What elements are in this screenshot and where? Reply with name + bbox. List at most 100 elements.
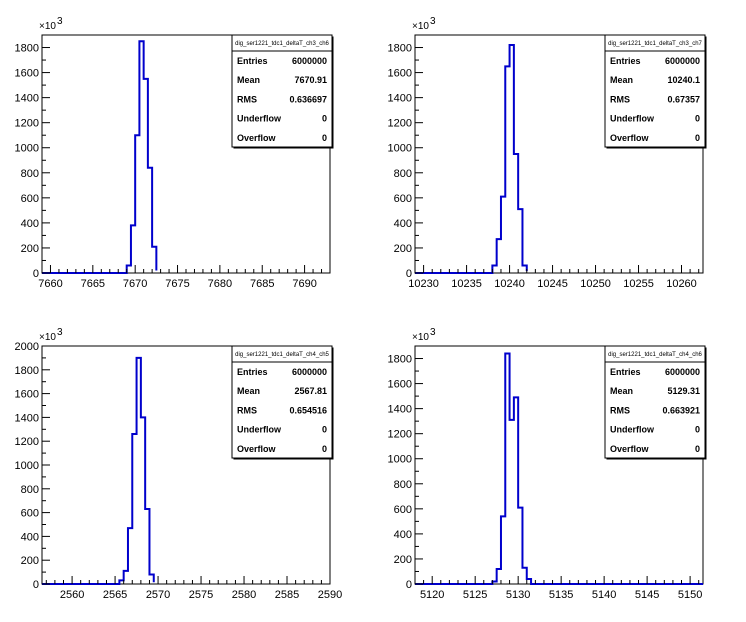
y-axis-exponent-power: 3 — [57, 327, 63, 338]
y-tick-label: 1000 — [388, 454, 412, 466]
stats-label: Entries — [237, 367, 268, 377]
stats-value: 6000000 — [292, 367, 327, 377]
stats-box-title: dig_ser1221_tdc1_deltaT_ch4_ch6 — [608, 352, 702, 358]
histogram-line — [42, 356, 155, 585]
stats-label: Overflow — [237, 444, 277, 454]
x-tick-label: 10260 — [666, 278, 697, 290]
histogram-line — [415, 44, 528, 274]
x-tick-label: 10230 — [408, 278, 439, 290]
y-tick-label: 1400 — [388, 93, 412, 105]
x-tick-label: 5150 — [678, 589, 702, 601]
y-tick-label: 400 — [21, 218, 39, 230]
stats-value: 7670.91 — [294, 75, 327, 85]
y-tick-label: 1800 — [15, 365, 39, 377]
y-tick-label: 1000 — [15, 460, 39, 472]
y-tick-label: 1000 — [15, 143, 39, 155]
y-axis-exponent: ×10 — [39, 21, 56, 32]
stats-label: Underflow — [610, 114, 655, 124]
stats-value: 0 — [695, 114, 700, 124]
y-tick-label: 2000 — [15, 341, 39, 353]
y-tick-label: 1200 — [15, 436, 39, 448]
x-tick-label: 5125 — [463, 589, 487, 601]
stats-label: RMS — [237, 94, 257, 104]
y-axis-exponent-power: 3 — [57, 16, 63, 27]
x-tick-label: 2570 — [146, 589, 170, 601]
y-axis-exponent: ×10 — [412, 21, 429, 32]
y-axis-exponent-power: 3 — [430, 327, 436, 338]
histogram-pad-ch3-ch7: 10230 10235 10240 10245 10250 10255 10260 0 200 4… — [373, 0, 746, 311]
stats-value: 0 — [322, 444, 327, 454]
stats-value: 0 — [695, 133, 700, 143]
x-tick-label: 7665 — [81, 278, 105, 290]
x-tick-label: 2575 — [189, 589, 213, 601]
y-tick-label: 1600 — [15, 68, 39, 80]
stats-value: 2567.81 — [294, 386, 327, 396]
stats-label: RMS — [237, 405, 257, 415]
x-tick-label: 10255 — [623, 278, 654, 290]
stats-label: Overflow — [610, 444, 650, 454]
y-axis-exponent-power: 3 — [430, 16, 436, 27]
stats-box-title: dig_ser1221_tdc1_deltaT_ch3_ch7 — [608, 41, 702, 47]
x-tick-label: 2560 — [60, 589, 84, 601]
y-tick-label: 800 — [21, 168, 39, 180]
stats-box — [231, 34, 333, 148]
stats-label: Entries — [610, 56, 641, 66]
y-tick-label: 0 — [406, 579, 412, 591]
y-tick-label: 200 — [21, 555, 39, 567]
y-tick-label: 1800 — [388, 43, 412, 55]
stats-value: 0 — [695, 444, 700, 454]
stats-label: Entries — [237, 56, 268, 66]
histogram-line — [415, 352, 703, 585]
x-tick-label: 7670 — [123, 278, 147, 290]
x-tick-label: 5140 — [592, 589, 616, 601]
stats-label: Mean — [610, 75, 633, 85]
y-tick-label: 600 — [21, 193, 39, 205]
y-tick-label: 0 — [33, 268, 39, 280]
stats-label: RMS — [610, 405, 630, 415]
stats-value: 6000000 — [665, 56, 700, 66]
stats-label: Entries — [610, 367, 641, 377]
stats-label: Mean — [237, 386, 260, 396]
y-tick-label: 200 — [21, 243, 39, 255]
stats-label: Overflow — [610, 133, 650, 143]
stats-label: RMS — [610, 94, 630, 104]
y-tick-label: 600 — [21, 508, 39, 520]
y-axis-exponent: ×10 — [39, 332, 56, 343]
y-tick-label: 1200 — [15, 118, 39, 130]
y-tick-label: 1200 — [388, 429, 412, 441]
stats-box — [231, 345, 333, 459]
y-tick-label: 800 — [394, 479, 412, 491]
y-tick-label: 0 — [33, 579, 39, 591]
histogram-pad-ch4-ch5: 2560 2565 2570 2575 2580 2585 2590 0 200 400 600 80… — [0, 311, 373, 622]
x-tick-label: 10245 — [537, 278, 568, 290]
stats-label: Underflow — [237, 425, 282, 435]
y-tick-label: 1000 — [388, 143, 412, 155]
histogram-plot: 7660 7665 7670 7675 7680 7685 7690 0 200 400 600 80… — [15, 16, 334, 290]
stats-value: 5129.31 — [667, 386, 700, 396]
y-tick-label: 1400 — [15, 412, 39, 424]
x-tick-label: 5130 — [506, 589, 530, 601]
y-tick-label: 600 — [394, 504, 412, 516]
y-tick-label: 1600 — [15, 389, 39, 401]
stats-box-title: dig_ser1221_tdc1_deltaT_ch4_ch5 — [235, 352, 329, 358]
y-tick-label: 800 — [394, 168, 412, 180]
x-tick-label: 2585 — [275, 589, 299, 601]
stats-label: Underflow — [237, 114, 282, 124]
x-tick-label: 5135 — [549, 589, 573, 601]
stats-value: 0 — [322, 133, 327, 143]
y-tick-label: 1600 — [388, 68, 412, 80]
histogram-plot: 10230 10235 10240 10245 10250 10255 10260 0 200 4… — [388, 16, 707, 290]
y-tick-label: 0 — [406, 268, 412, 280]
stats-value: 0 — [322, 114, 327, 124]
stats-label: Mean — [610, 386, 633, 396]
x-tick-label: 7685 — [250, 278, 274, 290]
y-tick-label: 400 — [394, 529, 412, 541]
stats-label: Underflow — [610, 425, 655, 435]
y-axis-exponent: ×10 — [412, 332, 429, 343]
stats-box — [604, 345, 706, 459]
y-tick-label: 1200 — [388, 118, 412, 130]
y-tick-label: 200 — [394, 554, 412, 566]
y-tick-label: 1600 — [388, 379, 412, 391]
y-tick-label: 800 — [21, 484, 39, 496]
histogram-pad-ch3-ch6: 7660 7665 7670 7675 7680 7685 7690 0 200 400 600 80… — [0, 0, 373, 311]
